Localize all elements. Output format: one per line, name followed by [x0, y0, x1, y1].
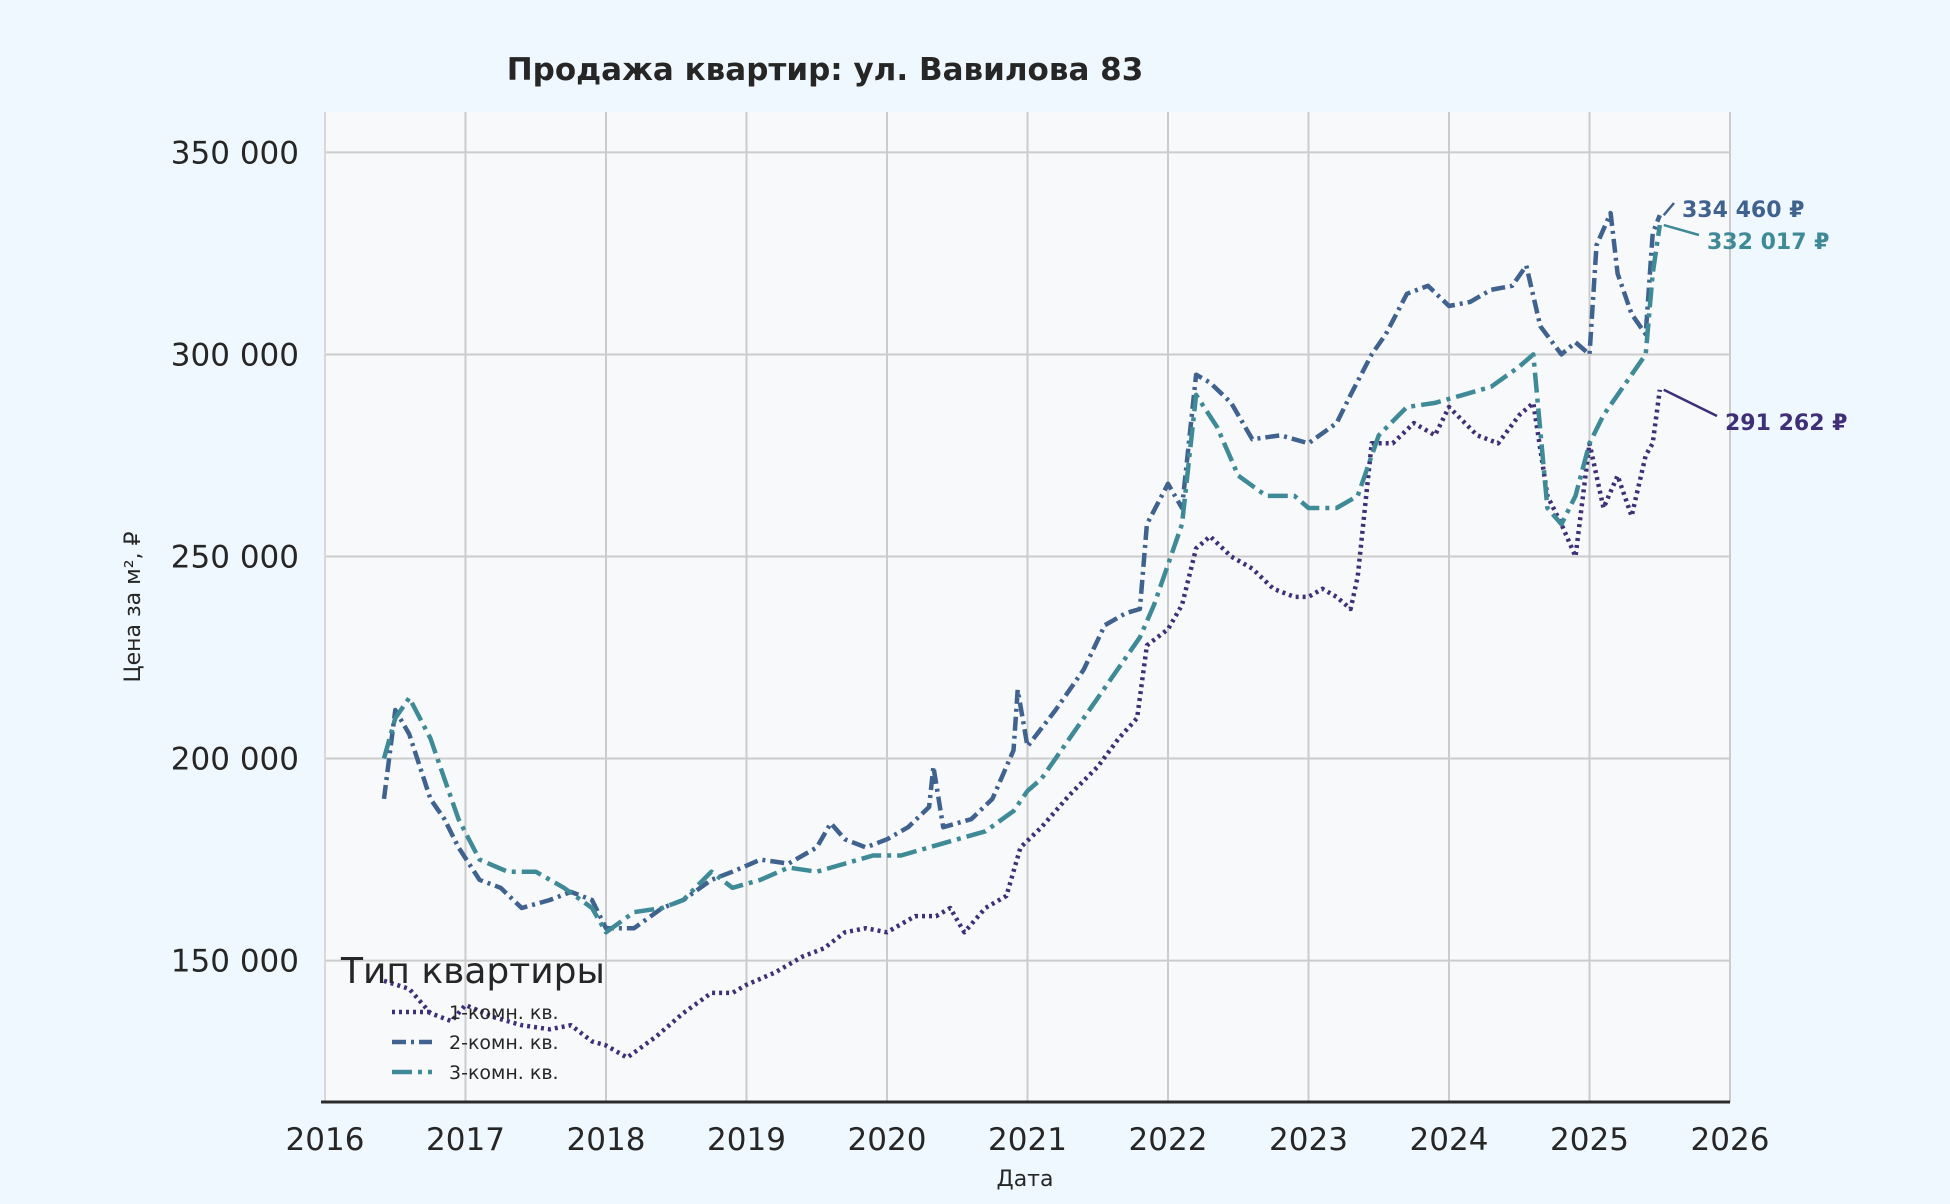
- end-annotation-label: 332 017 ₽: [1707, 230, 1829, 255]
- y-tick-label: 350 000: [171, 135, 299, 171]
- series-line-3: [381, 224, 1663, 935]
- y-tick-label: 300 000: [171, 337, 299, 373]
- end-annotations: 291 262 ₽ 334 460 ₽ 332 017 ₽: [1662, 198, 1847, 436]
- series-line-1: [383, 389, 1663, 1060]
- grid: [324, 112, 1731, 1102]
- end-annotation-arrow: [1663, 223, 1700, 237]
- legend-entry: 2-комн. кв.: [449, 1032, 559, 1054]
- y-axis-label: Цена за м², ₽: [121, 531, 146, 682]
- x-tick-label: 2020: [848, 1122, 927, 1158]
- series-lines: [381, 210, 1663, 1060]
- series-line-2: [381, 210, 1662, 931]
- axes: 2016 2017 2018 2019 2020 2021 2022 2023 2024 2025…: [171, 112, 1770, 1158]
- y-tick-label: 150 000: [171, 944, 299, 980]
- x-tick-label: 2018: [567, 1122, 646, 1158]
- legend-entry: 3-комн. кв.: [449, 1062, 559, 1084]
- x-tick-label: 2023: [1269, 1122, 1348, 1158]
- x-axis-label: Дата: [997, 1167, 1054, 1192]
- x-tick-label: 2025: [1550, 1122, 1629, 1158]
- x-tick-label: 2016: [286, 1122, 365, 1158]
- x-tick-label: 2026: [1691, 1122, 1770, 1158]
- legend: Тип квартиры 1-комн. кв. 2-комн. кв. 3-ком…: [340, 951, 605, 1084]
- x-tick-label: 2021: [988, 1122, 1067, 1158]
- x-tick-label: 2024: [1410, 1122, 1489, 1158]
- x-tick-label: 2022: [1129, 1122, 1208, 1158]
- legend-entry: 1-комн. кв.: [449, 1002, 559, 1024]
- y-tick-label: 250 000: [171, 539, 299, 575]
- end-annotation-arrow: [1663, 388, 1718, 418]
- end-annotation-label: 334 460 ₽: [1682, 198, 1804, 223]
- x-tick-label: 2017: [426, 1122, 505, 1158]
- end-annotation-label: 291 262 ₽: [1725, 411, 1847, 436]
- y-tick-label: 200 000: [171, 742, 299, 778]
- x-tick-label: 2019: [707, 1122, 786, 1158]
- legend-title: Тип квартиры: [340, 951, 605, 992]
- end-annotation-arrow: [1662, 202, 1675, 217]
- chart-title: Продажа квартир: ул. Вавилова 83: [507, 52, 1144, 88]
